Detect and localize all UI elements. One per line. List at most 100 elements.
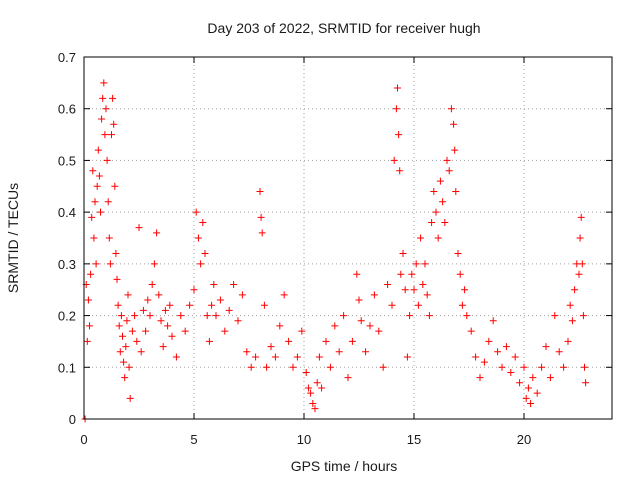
y-tick-label: 0.4 bbox=[58, 205, 76, 220]
data-point bbox=[131, 312, 139, 320]
data-point bbox=[315, 353, 323, 361]
data-point bbox=[370, 291, 378, 299]
data-point bbox=[396, 167, 404, 175]
data-point bbox=[581, 363, 588, 371]
data-point bbox=[83, 337, 91, 345]
data-point bbox=[344, 374, 352, 382]
data-point bbox=[168, 332, 176, 340]
data-point bbox=[399, 250, 407, 258]
data-point bbox=[366, 322, 374, 330]
data-point bbox=[109, 94, 117, 102]
data-point bbox=[564, 337, 572, 345]
data-point bbox=[258, 229, 266, 237]
data-point bbox=[428, 218, 436, 226]
data-point bbox=[113, 275, 121, 283]
data-point bbox=[99, 94, 107, 102]
data-point bbox=[414, 301, 422, 309]
data-point bbox=[267, 343, 275, 351]
data-point bbox=[117, 312, 125, 320]
data-point bbox=[384, 281, 392, 289]
data-point bbox=[313, 379, 321, 387]
data-point bbox=[86, 322, 93, 330]
tick-labels: 0 0.1 0.2 0.3 0.4 0.5 0.6 0.7 0 5 10 15 20 bbox=[58, 50, 531, 447]
data-point bbox=[205, 337, 213, 345]
data-point bbox=[533, 389, 541, 397]
y-tick-label: 0.2 bbox=[58, 309, 76, 324]
data-points bbox=[81, 79, 590, 423]
y-tick-label: 0.7 bbox=[58, 50, 76, 65]
data-point bbox=[234, 317, 242, 325]
y-tick-label: 0.1 bbox=[58, 360, 76, 375]
data-point bbox=[101, 131, 109, 139]
plot-frame bbox=[83, 56, 613, 420]
data-point bbox=[161, 306, 169, 314]
data-point bbox=[454, 250, 462, 258]
data-point bbox=[439, 198, 447, 206]
data-point bbox=[397, 270, 405, 278]
data-point bbox=[102, 105, 110, 113]
data-point bbox=[115, 322, 123, 330]
data-point bbox=[575, 270, 583, 278]
data-point bbox=[410, 286, 418, 294]
data-point bbox=[302, 368, 310, 376]
data-point bbox=[199, 218, 207, 226]
data-point bbox=[157, 317, 165, 325]
data-point bbox=[353, 270, 361, 278]
data-point bbox=[94, 146, 102, 154]
data-point bbox=[403, 353, 411, 361]
data-point bbox=[443, 156, 451, 164]
data-point bbox=[95, 172, 103, 180]
data-point bbox=[498, 363, 506, 371]
data-point bbox=[106, 260, 114, 268]
data-point bbox=[395, 131, 403, 139]
data-point bbox=[340, 312, 348, 320]
data-point bbox=[417, 234, 425, 242]
data-point bbox=[524, 384, 532, 392]
chart-title: Day 203 of 2022, SRMTID for receiver hug… bbox=[207, 20, 480, 36]
data-point bbox=[441, 218, 449, 226]
data-point bbox=[125, 363, 133, 371]
data-point bbox=[451, 146, 459, 154]
data-point bbox=[461, 286, 469, 294]
data-point bbox=[546, 374, 554, 382]
data-point bbox=[212, 312, 220, 320]
data-point bbox=[331, 322, 339, 330]
data-point bbox=[472, 353, 480, 361]
data-point bbox=[177, 312, 185, 320]
data-point bbox=[293, 353, 301, 361]
data-point bbox=[192, 208, 200, 216]
data-point bbox=[576, 234, 584, 242]
data-point bbox=[579, 312, 587, 320]
data-point bbox=[144, 296, 152, 304]
data-point bbox=[104, 198, 112, 206]
data-point bbox=[90, 234, 98, 242]
data-point bbox=[146, 312, 154, 320]
data-point bbox=[571, 286, 579, 294]
data-point bbox=[289, 363, 297, 371]
data-point bbox=[392, 105, 400, 113]
data-point bbox=[128, 327, 136, 335]
data-point bbox=[432, 208, 440, 216]
data-point bbox=[408, 270, 416, 278]
data-point bbox=[238, 291, 246, 299]
data-point bbox=[164, 322, 172, 330]
data-point bbox=[529, 374, 537, 382]
data-point bbox=[355, 296, 363, 304]
data-point bbox=[406, 312, 414, 320]
data-point bbox=[135, 224, 143, 232]
data-point bbox=[203, 312, 211, 320]
data-point bbox=[121, 374, 129, 382]
data-point bbox=[494, 348, 502, 356]
data-point bbox=[434, 234, 442, 242]
data-point bbox=[476, 374, 484, 382]
data-point bbox=[430, 187, 438, 195]
data-point bbox=[93, 182, 101, 190]
data-point bbox=[502, 343, 510, 351]
y-tick-label: 0.3 bbox=[58, 257, 76, 272]
data-point bbox=[485, 337, 493, 345]
data-point bbox=[489, 317, 497, 325]
data-point bbox=[111, 182, 119, 190]
data-point bbox=[421, 260, 429, 268]
data-point bbox=[463, 312, 471, 320]
